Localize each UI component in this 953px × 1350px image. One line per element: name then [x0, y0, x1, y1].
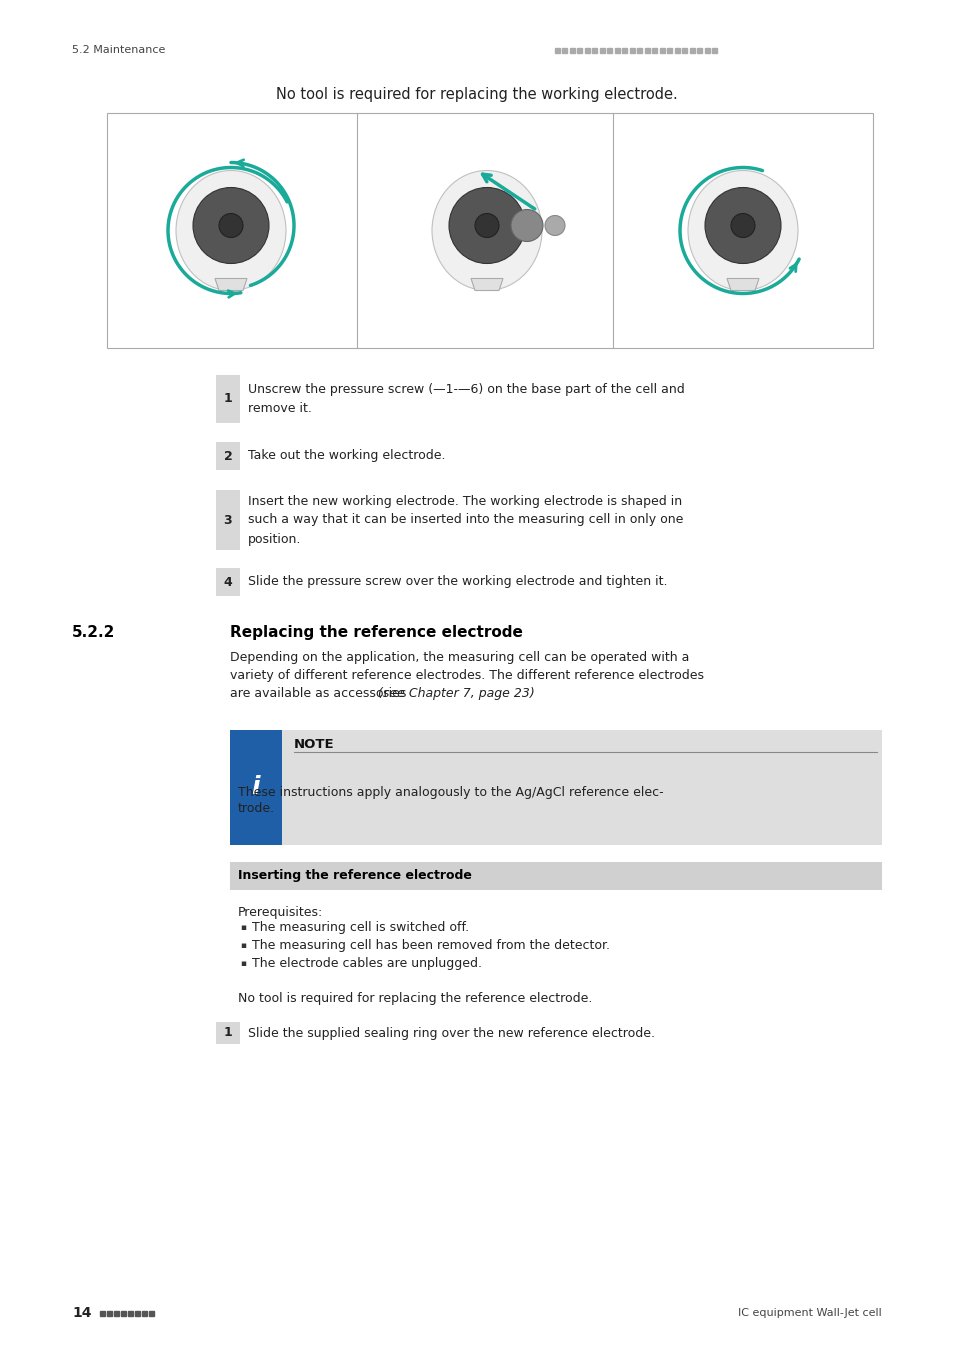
Bar: [107, 113, 872, 348]
Text: The measuring cell is switched off.: The measuring cell is switched off.: [252, 922, 469, 934]
Bar: [577, 47, 582, 53]
Bar: [215, 441, 240, 470]
Bar: [215, 490, 240, 549]
Bar: [652, 47, 657, 53]
Bar: [100, 1311, 105, 1315]
Bar: [555, 47, 559, 53]
Polygon shape: [726, 278, 759, 290]
Bar: [584, 47, 589, 53]
Circle shape: [704, 188, 781, 263]
Bar: [113, 1311, 119, 1315]
Bar: [215, 375, 240, 423]
Text: Inserting the reference electrode: Inserting the reference electrode: [237, 869, 472, 883]
Bar: [704, 47, 709, 53]
Text: Replacing the reference electrode: Replacing the reference electrode: [230, 625, 522, 640]
Text: Unscrew the pressure screw (—1-—6) on the base part of the cell and
remove it.: Unscrew the pressure screw (—1-—6) on th…: [248, 383, 684, 414]
Bar: [615, 47, 619, 53]
Bar: [667, 47, 672, 53]
Text: 5.2 Maintenance: 5.2 Maintenance: [71, 45, 165, 55]
Bar: [142, 1311, 147, 1315]
Ellipse shape: [175, 170, 286, 290]
Text: NOTE: NOTE: [294, 737, 335, 751]
Text: Insert the new working electrode. The working electrode is shaped in
such a way : Insert the new working electrode. The wo…: [248, 494, 682, 545]
Bar: [107, 1311, 112, 1315]
Text: ▪: ▪: [240, 960, 246, 968]
Text: Take out the working electrode.: Take out the working electrode.: [248, 450, 445, 463]
Text: These instructions apply analogously to the Ag/AgCl reference elec-: These instructions apply analogously to …: [237, 786, 663, 799]
Bar: [149, 1311, 153, 1315]
Bar: [689, 47, 695, 53]
Text: The electrode cables are unplugged.: The electrode cables are unplugged.: [252, 957, 481, 971]
Bar: [644, 47, 649, 53]
Bar: [599, 47, 604, 53]
Text: The measuring cell has been removed from the detector.: The measuring cell has been removed from…: [252, 940, 609, 953]
Bar: [215, 568, 240, 595]
Text: 2: 2: [223, 450, 233, 463]
Text: variety of different reference electrodes. The different reference electrodes: variety of different reference electrode…: [230, 670, 703, 682]
Bar: [622, 47, 627, 53]
Bar: [697, 47, 701, 53]
Bar: [569, 47, 575, 53]
Circle shape: [730, 213, 754, 238]
Bar: [681, 47, 687, 53]
Ellipse shape: [432, 170, 541, 290]
Text: (see Chapter 7, page 23): (see Chapter 7, page 23): [377, 687, 535, 701]
Bar: [121, 1311, 126, 1315]
Text: 1: 1: [223, 393, 233, 405]
Text: 5.2.2: 5.2.2: [71, 625, 115, 640]
Text: ▪: ▪: [240, 941, 246, 950]
Text: Depending on the application, the measuring cell can be operated with a: Depending on the application, the measur…: [230, 651, 689, 664]
Bar: [607, 47, 612, 53]
Polygon shape: [471, 278, 502, 290]
Bar: [230, 730, 282, 845]
Text: 4: 4: [223, 575, 233, 589]
Bar: [629, 47, 635, 53]
Text: Prerequisites:: Prerequisites:: [237, 906, 323, 919]
Text: No tool is required for replacing the working electrode.: No tool is required for replacing the wo…: [275, 88, 678, 103]
Circle shape: [449, 188, 524, 263]
Bar: [675, 47, 679, 53]
Circle shape: [193, 188, 269, 263]
Circle shape: [475, 213, 498, 238]
Bar: [128, 1311, 132, 1315]
Bar: [637, 47, 641, 53]
Bar: [230, 863, 882, 890]
Circle shape: [544, 216, 564, 235]
Bar: [135, 1311, 140, 1315]
Bar: [215, 1022, 240, 1044]
Text: 14: 14: [71, 1305, 91, 1320]
Bar: [712, 47, 717, 53]
Text: 1: 1: [223, 1026, 233, 1040]
Text: Slide the pressure screw over the working electrode and tighten it.: Slide the pressure screw over the workin…: [248, 575, 667, 589]
Text: 3: 3: [223, 513, 233, 526]
Text: IC equipment Wall-Jet cell: IC equipment Wall-Jet cell: [738, 1308, 882, 1318]
Bar: [562, 47, 567, 53]
Ellipse shape: [687, 170, 797, 290]
Polygon shape: [214, 278, 247, 290]
Text: trode.: trode.: [237, 802, 274, 815]
Bar: [659, 47, 664, 53]
Bar: [592, 47, 597, 53]
Text: No tool is required for replacing the reference electrode.: No tool is required for replacing the re…: [237, 992, 592, 1004]
Text: are available as accessories: are available as accessories: [230, 687, 410, 701]
Text: .: .: [497, 687, 501, 701]
Text: Slide the supplied sealing ring over the new reference electrode.: Slide the supplied sealing ring over the…: [248, 1026, 655, 1040]
Bar: [230, 730, 882, 845]
Text: ▪: ▪: [240, 923, 246, 933]
Circle shape: [219, 213, 243, 238]
Circle shape: [511, 209, 542, 242]
Text: i: i: [252, 775, 260, 799]
